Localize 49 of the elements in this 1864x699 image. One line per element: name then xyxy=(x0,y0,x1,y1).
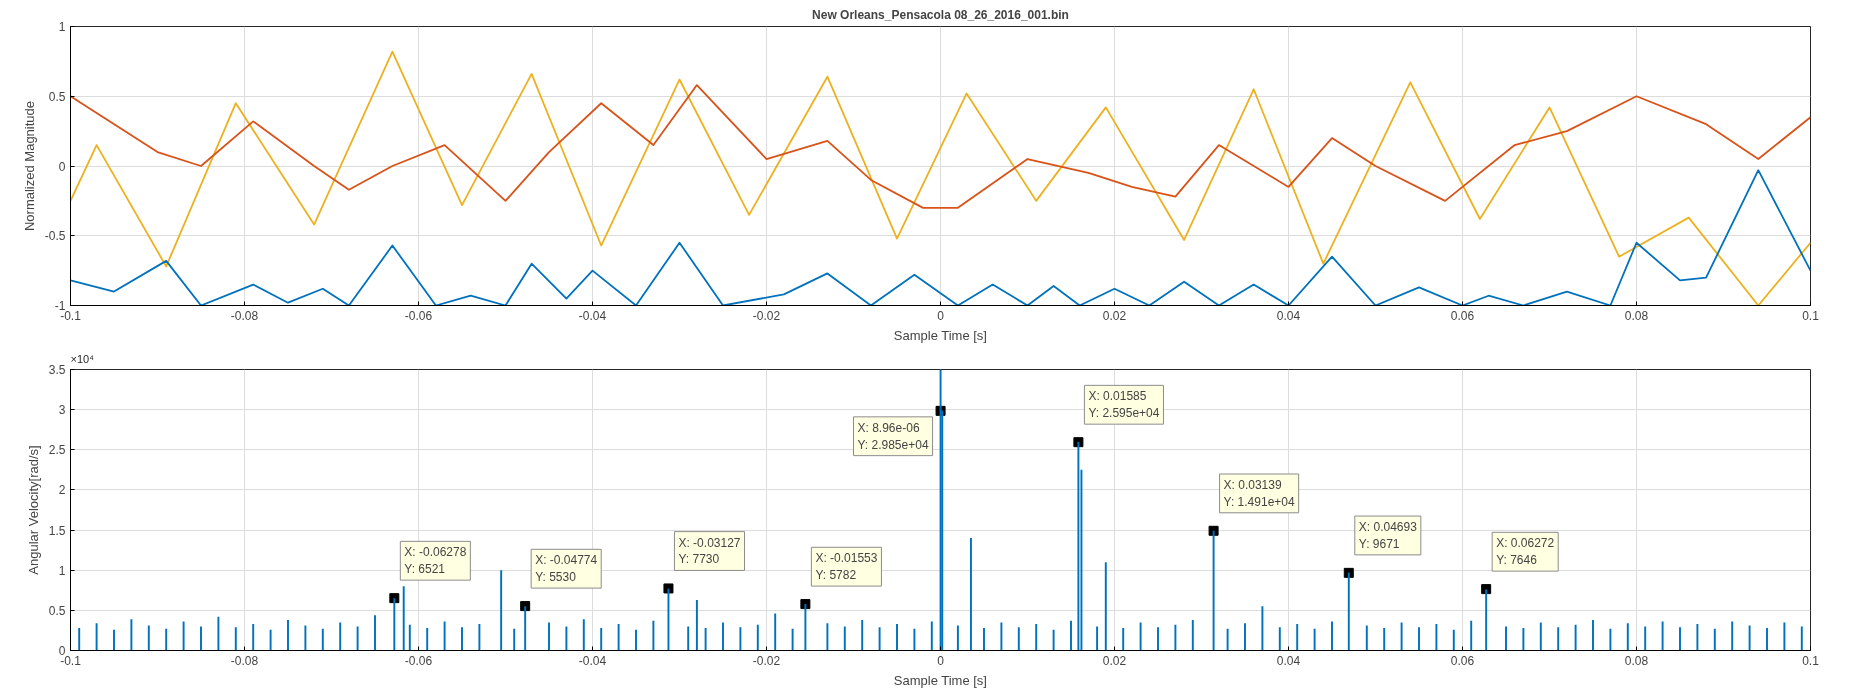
annotation: X: -0.03127 Y: 7730 xyxy=(678,535,741,567)
x-tick-label: 0.06 xyxy=(1450,653,1475,668)
x-tick-label: 0.02 xyxy=(1102,653,1127,668)
x-tick-label: 0.08 xyxy=(1624,308,1649,323)
x-tick-label: -0.04 xyxy=(578,653,607,668)
y-tick-label: 0 xyxy=(58,159,66,174)
x-axis-title: Sample Time [s] xyxy=(893,327,987,343)
chart-title: New Orleans_Pensacola 08_26_2016_001.bin xyxy=(812,7,1069,22)
y-axis-title: Normalized Magnitude xyxy=(21,100,37,232)
x-tick-label: 0.04 xyxy=(1276,653,1301,668)
annotation: X: 0.04693 Y: 9671 xyxy=(1358,520,1418,551)
y-tick-label: 3 xyxy=(58,403,66,418)
y-tick-label: 0 xyxy=(58,644,66,658)
annotation: X: 0.03139 Y: 1.491e+04 xyxy=(1223,477,1295,509)
x-tick-label: 0 xyxy=(937,653,945,668)
x-tick-label: 0.04 xyxy=(1276,308,1301,323)
annotation: X: -0.06278 Y: 6521 xyxy=(404,545,467,577)
x-tick-label: 0.08 xyxy=(1624,653,1649,668)
annotation: X: -0.01553 Y: 5782 xyxy=(815,551,878,583)
x-tick-label: -0.04 xyxy=(578,308,607,323)
y-tick-label: -1 xyxy=(54,299,66,313)
text: ×10⁴ xyxy=(70,352,95,365)
x-axis-title: Sample Time [s] xyxy=(893,672,987,688)
y-tick-label: 1 xyxy=(58,20,66,34)
y-tick-label: 2 xyxy=(58,483,66,498)
annotation: X: 8.96e-06 Y: 2.985e+04 xyxy=(857,420,929,452)
annotation: X: -0.04774 Y: 5530 xyxy=(535,553,598,585)
x-tick-label: -0.02 xyxy=(752,653,781,668)
y-axis-title: Angular Velocity[rad/s] xyxy=(25,445,41,575)
x-tick-label: -0.06 xyxy=(404,653,433,668)
annotation: X: 0.06272 Y: 7646 xyxy=(1496,536,1555,568)
y-tick-label: -0.5 xyxy=(44,229,66,244)
x-tick-label: -0.08 xyxy=(230,653,259,668)
x-tick-label: 0 xyxy=(937,308,945,323)
annotation: X: 0.01585 Y: 2.595e+04 xyxy=(1088,389,1160,421)
x-tick-label: -0.02 xyxy=(752,308,781,323)
y-tick-label: 3.5 xyxy=(48,363,66,377)
y-tick-label: 1.5 xyxy=(48,523,66,538)
x-tick-label: -0.06 xyxy=(404,308,433,323)
x-tick-label: 0.02 xyxy=(1102,308,1127,323)
x-tick-label: 0.1 xyxy=(1802,308,1820,323)
line-series xyxy=(70,84,1811,209)
y-tick-label: 1 xyxy=(58,563,66,578)
x-tick-label: 0.06 xyxy=(1450,308,1475,323)
x-tick-label: 0.1 xyxy=(1802,653,1820,668)
y-tick-label: 0.5 xyxy=(48,89,66,104)
y-tick-label: 0.5 xyxy=(48,603,66,618)
x-tick-label: -0.08 xyxy=(230,308,259,323)
y-tick-label: 2.5 xyxy=(48,443,66,458)
